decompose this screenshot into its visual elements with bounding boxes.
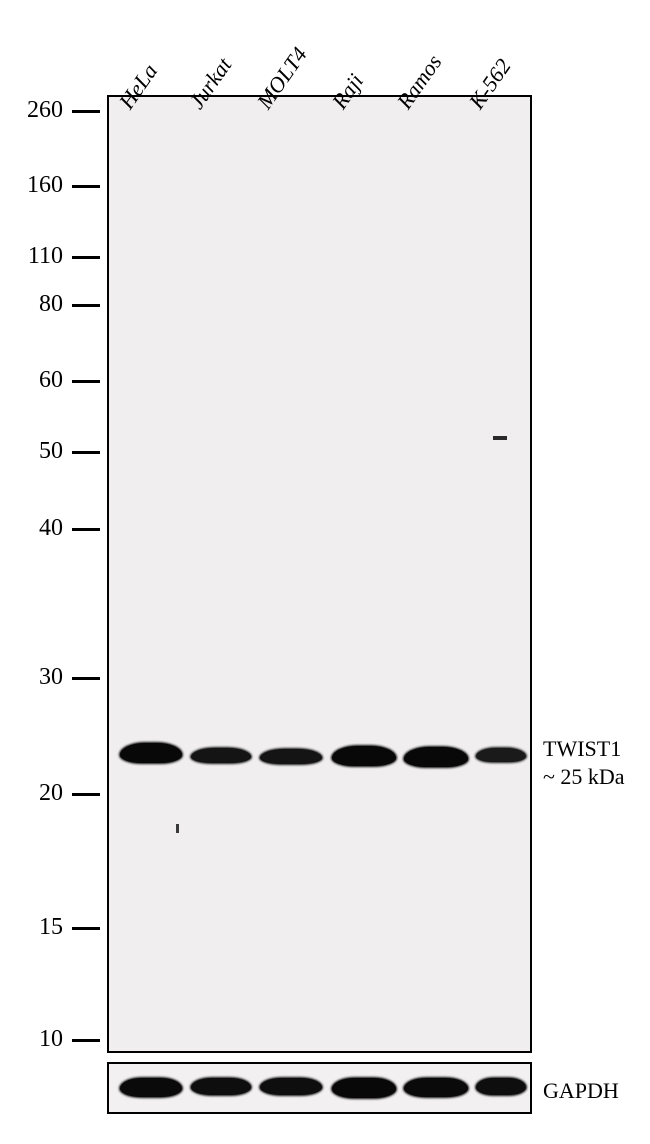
gapdh-band	[191, 1078, 251, 1095]
twist1-band	[404, 747, 468, 767]
protein-label: TWIST1	[543, 736, 621, 762]
mw-tick	[72, 1039, 100, 1042]
mw-label: 260	[13, 97, 63, 124]
protein-label: GAPDH	[543, 1078, 619, 1104]
mw-tick	[72, 304, 100, 307]
twist1-band	[332, 746, 396, 766]
gapdh-band	[332, 1078, 396, 1098]
gapdh-band	[120, 1078, 182, 1097]
mw-label: 15	[13, 914, 63, 941]
mw-tick	[72, 256, 100, 259]
blot-speck	[493, 436, 507, 440]
mw-tick	[72, 185, 100, 188]
mw-label: 20	[13, 780, 63, 807]
blot-main-panel	[107, 95, 532, 1053]
protein-label: ~ 25 kDa	[543, 764, 625, 790]
mw-tick	[72, 110, 100, 113]
twist1-band	[120, 743, 182, 763]
mw-label: 10	[13, 1026, 63, 1053]
mw-tick	[72, 927, 100, 930]
twist1-band	[476, 748, 526, 762]
twist1-band	[191, 748, 251, 763]
mw-tick	[72, 451, 100, 454]
mw-label: 40	[13, 515, 63, 542]
gapdh-band	[260, 1078, 322, 1095]
western-blot-figure: HeLaJurkatMOLT4RajiRamosK-562 2601601108…	[0, 0, 650, 1144]
blot-speck	[176, 824, 179, 833]
gapdh-band	[404, 1078, 468, 1097]
mw-label: 30	[13, 664, 63, 691]
mw-tick	[72, 677, 100, 680]
mw-tick	[72, 793, 100, 796]
twist1-band	[260, 749, 322, 764]
mw-label: 50	[13, 438, 63, 465]
mw-label: 110	[13, 243, 63, 270]
mw-tick	[72, 380, 100, 383]
gapdh-band	[476, 1078, 526, 1095]
mw-label: 160	[13, 172, 63, 199]
mw-tick	[72, 528, 100, 531]
mw-label: 60	[13, 367, 63, 394]
mw-label: 80	[13, 291, 63, 318]
